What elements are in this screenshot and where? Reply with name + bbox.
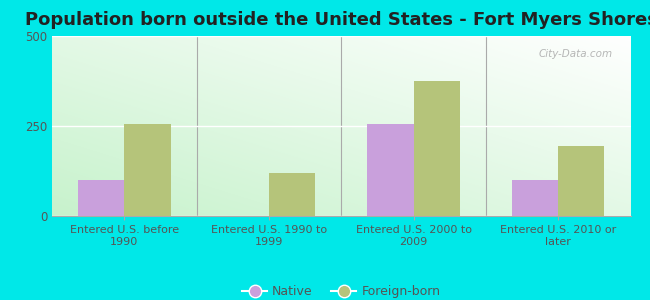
Text: City-Data.com: City-Data.com — [539, 49, 613, 58]
Bar — [413, 81, 460, 216]
Legend: Native, Foreign-born: Native, Foreign-born — [237, 280, 445, 300]
Bar — [124, 124, 170, 216]
Bar — [367, 124, 413, 216]
Bar — [78, 180, 124, 216]
Bar — [512, 180, 558, 216]
Bar — [558, 146, 605, 216]
Title: Population born outside the United States - Fort Myers Shores: Population born outside the United State… — [25, 11, 650, 29]
Bar — [269, 173, 315, 216]
